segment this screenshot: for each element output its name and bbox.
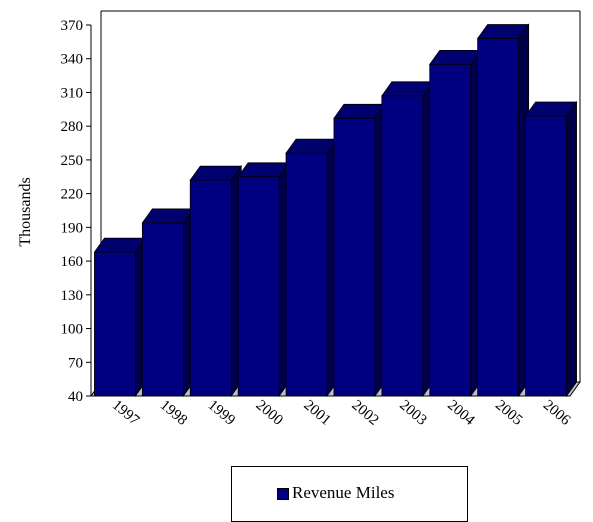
- y-tick-label: 370: [61, 18, 84, 34]
- x-tick-label-2000: 2000: [253, 397, 286, 429]
- bar-front: [525, 115, 567, 397]
- bar-1998: [141, 207, 195, 398]
- x-tick-label-2005: 2005: [492, 397, 525, 429]
- x-tick-label-1998: 1998: [157, 397, 190, 429]
- y-tick-label: 160: [61, 254, 84, 270]
- bar-2003: [381, 80, 434, 398]
- bar-1999: [189, 164, 243, 398]
- bar-2002: [333, 103, 386, 398]
- legend: Revenue Miles: [231, 466, 468, 522]
- bars: [93, 23, 578, 398]
- bar-front: [94, 251, 136, 397]
- y-tick-label: 310: [61, 85, 84, 101]
- y-tick-label: 130: [61, 288, 84, 304]
- bar-1997: [93, 236, 147, 398]
- y-tick-labels: 40 70 100 130 160 190 220 250 280 310 340 370: [61, 18, 91, 405]
- bar-2001: [285, 137, 338, 398]
- y-tick-label: 70: [68, 355, 83, 371]
- bar-front: [237, 176, 280, 397]
- y-tick-label: 220: [61, 187, 84, 203]
- bar-front: [429, 63, 472, 397]
- bar-front: [141, 222, 184, 397]
- legend-swatch-revenue-miles: [277, 488, 289, 500]
- y-tick-label: 280: [61, 119, 84, 135]
- bar-front: [189, 179, 232, 397]
- y-tick-label: 100: [61, 322, 84, 338]
- bar-2006: [524, 100, 578, 398]
- x-tick-label-1997: 1997: [109, 397, 143, 429]
- bar-front: [333, 117, 376, 397]
- y-tick-label: 190: [61, 220, 84, 236]
- x-tick-label-2004: 2004: [444, 397, 478, 429]
- y-axis-label: Thousands: [17, 177, 34, 246]
- x-tick-label-2001: 2001: [300, 397, 333, 429]
- x-tick-labels: 1997 1998 1999 2000 2001 2002 2003 2004 2005 2006: [109, 397, 574, 429]
- legend-label: Revenue Miles: [292, 483, 395, 502]
- x-tick-label-2003: 2003: [396, 397, 429, 429]
- bar-2000: [237, 161, 290, 398]
- x-tick-label-2006: 2006: [540, 397, 574, 429]
- x-tick-label-1999: 1999: [205, 397, 238, 429]
- y-tick-label: 40: [68, 389, 83, 405]
- x-tick-label-2002: 2002: [348, 397, 381, 429]
- bar-front: [285, 152, 328, 397]
- bar-side: [566, 100, 577, 398]
- bar-front: [381, 95, 424, 397]
- bar-2005: [476, 23, 530, 398]
- bar-2004: [428, 49, 482, 398]
- y-tick-label: 250: [61, 153, 84, 169]
- bar-front: [477, 38, 520, 397]
- y-tick-label: 340: [61, 52, 84, 68]
